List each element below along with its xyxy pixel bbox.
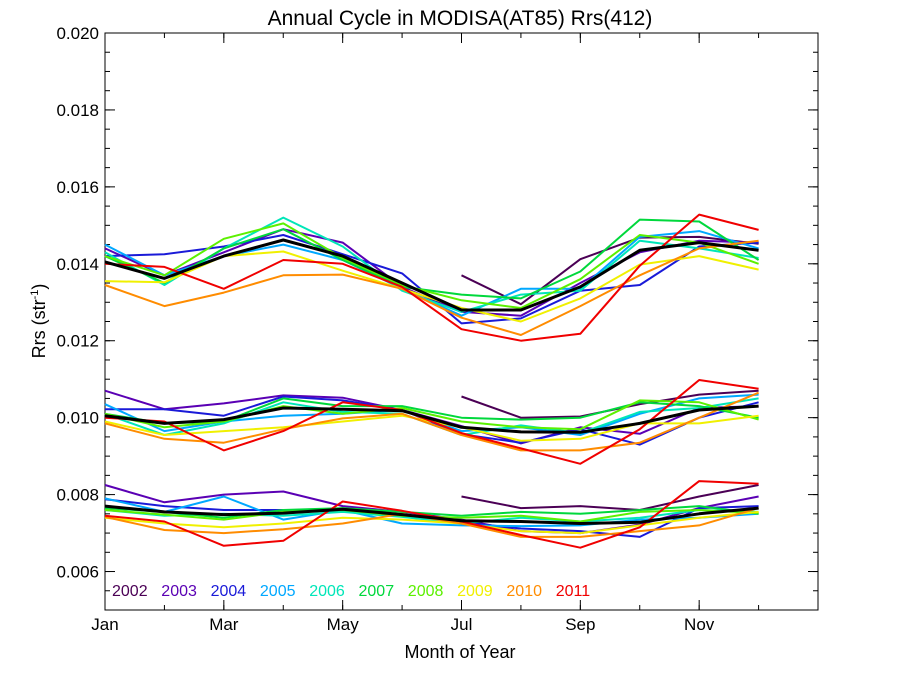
x-axis-label: Month of Year bbox=[404, 642, 515, 662]
series-line-2008-upper bbox=[104, 222, 759, 309]
y-tick-label: 0.006 bbox=[56, 563, 99, 582]
x-axis-ticks: Jan Mar May Jul Sep Nov bbox=[91, 33, 819, 634]
series-line-2010-middle bbox=[104, 391, 759, 452]
series-line-2008-middle bbox=[104, 399, 759, 431]
legend-label-2007: 2007 bbox=[359, 583, 395, 600]
legend-label-2003: 2003 bbox=[161, 583, 197, 600]
y-tick-label: 0.008 bbox=[56, 486, 99, 505]
x-tick-label: Jul bbox=[451, 615, 473, 634]
y-axis-ticks: 0.006 0.008 0.010 0.012 0.014 0.016 0.018 0.020 bbox=[56, 24, 818, 592]
y-tick-label: 0.020 bbox=[56, 24, 99, 43]
x-tick-label: Jan bbox=[91, 615, 118, 634]
series-line-mean-upper bbox=[104, 238, 759, 312]
series-line-2011-upper bbox=[104, 213, 759, 342]
series-line-2007-lower bbox=[104, 505, 759, 519]
y-tick-label: 0.016 bbox=[56, 178, 99, 197]
series-lines bbox=[104, 213, 760, 549]
x-tick-label: May bbox=[327, 615, 360, 634]
series-line-mean-lower bbox=[104, 504, 759, 525]
legend-label-2004: 2004 bbox=[211, 583, 247, 600]
y-axis-label: Rrs (str-1) bbox=[29, 284, 49, 359]
legend: 2002 2003 2004 2005 2006 2007 2008 2009 2010 2011 bbox=[112, 583, 590, 600]
y-axis-label-superscript: -1 bbox=[29, 290, 41, 300]
legend-label-2010: 2010 bbox=[506, 583, 542, 600]
legend-label-2006: 2006 bbox=[309, 583, 345, 600]
y-tick-label: 0.018 bbox=[56, 101, 99, 120]
y-axis-label-close: ) bbox=[29, 284, 49, 290]
series-line-2009-lower bbox=[104, 510, 759, 535]
x-tick-label: Nov bbox=[684, 615, 715, 634]
series-line-2002-lower bbox=[461, 484, 759, 511]
legend-label-2011: 2011 bbox=[556, 583, 591, 600]
series-line-mean-middle bbox=[104, 404, 759, 434]
x-tick-label: Mar bbox=[209, 615, 239, 634]
series-line-2002-upper bbox=[461, 235, 759, 306]
x-tick-label: Sep bbox=[565, 615, 595, 634]
y-tick-label: 0.014 bbox=[56, 255, 99, 274]
legend-label-2008: 2008 bbox=[408, 583, 444, 600]
y-tick-label: 0.010 bbox=[56, 409, 99, 428]
series-line-2007-upper bbox=[104, 218, 760, 300]
series-line-2010-upper bbox=[104, 239, 759, 336]
y-tick-label: 0.012 bbox=[56, 332, 99, 351]
chart-title: Annual Cycle in MODISA(AT85) Rrs(412) bbox=[268, 7, 653, 30]
legend-label-2002: 2002 bbox=[112, 583, 148, 600]
legend-label-2009: 2009 bbox=[457, 583, 493, 600]
legend-label-2005: 2005 bbox=[260, 583, 296, 600]
y-axis-label-main: Rrs (str bbox=[29, 299, 49, 358]
